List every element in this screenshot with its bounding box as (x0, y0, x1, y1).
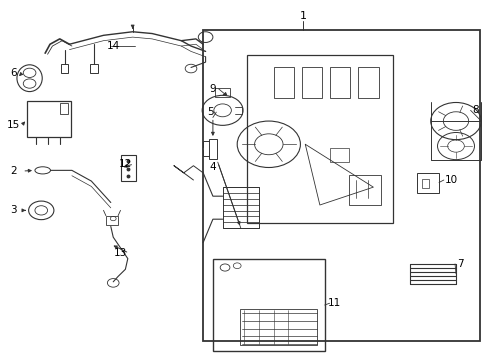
Bar (90, 64, 98, 73)
Bar (106, 216, 118, 225)
Bar (273, 67, 293, 98)
Text: 6: 6 (10, 68, 17, 78)
Text: 8: 8 (471, 105, 478, 115)
Bar (329, 148, 348, 162)
Bar (215, 88, 229, 97)
Bar (120, 155, 136, 181)
Bar (212, 258, 324, 351)
Text: 14: 14 (106, 41, 120, 51)
Bar (203, 30, 479, 341)
Bar (348, 175, 380, 205)
Bar (416, 173, 438, 193)
Bar (60, 103, 68, 114)
Bar (358, 67, 378, 98)
Text: 13: 13 (114, 248, 127, 258)
Text: 1: 1 (299, 11, 305, 21)
Bar (246, 55, 392, 223)
Bar (27, 102, 71, 137)
Text: 12: 12 (119, 159, 132, 169)
Text: 2: 2 (10, 166, 17, 176)
Text: 4: 4 (209, 162, 216, 172)
Text: 7: 7 (457, 259, 463, 269)
Bar (208, 139, 216, 158)
Text: 10: 10 (444, 175, 457, 185)
Text: 15: 15 (7, 120, 20, 130)
Bar (61, 64, 68, 73)
Bar (421, 179, 428, 188)
Bar (222, 187, 259, 228)
Bar (301, 67, 322, 98)
Text: 5: 5 (207, 107, 213, 117)
Text: 3: 3 (10, 205, 17, 215)
Text: 11: 11 (327, 298, 340, 308)
Bar (239, 309, 317, 345)
Text: 9: 9 (209, 84, 216, 94)
Bar (329, 67, 350, 98)
